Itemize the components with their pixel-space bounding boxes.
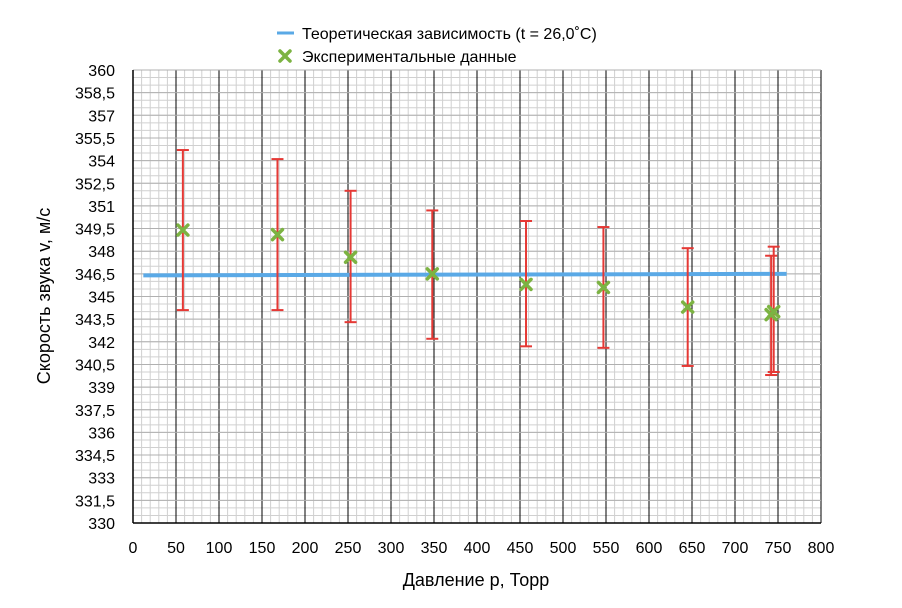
legend-x-marker — [278, 49, 292, 63]
x-tick-label: 100 — [206, 540, 233, 557]
data-point-marker — [343, 250, 358, 264]
y-axis-label: Скорость звука v, м/с — [34, 208, 54, 384]
x-tick-label: 450 — [507, 540, 534, 557]
x-tick-label: 650 — [679, 540, 706, 557]
theory-line — [143, 271, 787, 278]
x-tick-label: 400 — [464, 540, 491, 557]
y-tick-label: 345 — [88, 290, 115, 307]
x-tick-label: 750 — [765, 540, 792, 557]
y-tick-label: 337,5 — [75, 403, 115, 420]
x-tick-label: 800 — [808, 540, 835, 557]
x-tick-label: 250 — [335, 540, 362, 557]
y-tick-label: 340,5 — [75, 357, 115, 374]
marker-stroke — [766, 304, 781, 319]
y-tick-label: 339 — [88, 380, 115, 397]
y-tick-label: 331,5 — [75, 493, 115, 510]
marker-stroke — [278, 49, 292, 63]
legend-marker-glyph — [278, 49, 292, 63]
x-tick-label: 300 — [378, 540, 405, 557]
y-tick-label: 330 — [88, 516, 115, 533]
x-tick-label: 200 — [292, 540, 319, 557]
y-tick-label: 352,5 — [75, 176, 115, 193]
data-point-marker — [176, 223, 190, 237]
x-tick-label: 350 — [421, 540, 448, 557]
x-axis-label: Давление p, Торр — [403, 570, 550, 590]
x-tick-label: 600 — [636, 540, 663, 557]
x-tick-label: 700 — [722, 540, 749, 557]
experimental-markers — [176, 223, 781, 322]
y-tick-label: 351 — [88, 199, 115, 216]
y-tick-label: 342 — [88, 335, 115, 352]
data-point-marker — [425, 267, 440, 281]
data-point-marker — [270, 227, 285, 242]
data-point-marker — [519, 277, 533, 292]
axes — [132, 70, 821, 524]
y-tick-label: 355,5 — [75, 131, 115, 148]
y-tick-label: 334,5 — [75, 448, 115, 465]
y-tick-label: 346,5 — [75, 267, 115, 284]
marker-stroke — [425, 267, 440, 281]
marker-stroke — [680, 300, 695, 314]
y-tick-label: 343,5 — [75, 312, 115, 329]
data-point-marker — [680, 300, 695, 314]
marker-stroke — [596, 280, 611, 295]
y-tick-label: 354 — [88, 154, 115, 171]
x-tick-label: 150 — [249, 540, 276, 557]
data-point-marker — [596, 280, 611, 295]
x-tick-labels: 0 50 100 150 200 250 300 350 400 450 500 550 600 650 7… — [129, 540, 835, 557]
legend-theory-label: Теоретическая зависимость (t = 26,0˚C) — [302, 26, 597, 43]
marker-stroke — [519, 277, 533, 292]
marker-stroke — [176, 223, 190, 237]
major-gridlines — [132, 69, 822, 524]
y-tick-label: 336 — [88, 425, 115, 442]
legend: Теоретическая зависимость (t = 26,0˚C) Э… — [277, 26, 597, 66]
x-tick-label: 50 — [167, 540, 185, 557]
y-tick-label: 348 — [88, 244, 115, 261]
x-tick-label: 550 — [593, 540, 620, 557]
error-bars — [176, 149, 780, 377]
x-tick-label: 500 — [550, 540, 577, 557]
y-tick-label: 333 — [88, 471, 115, 488]
y-tick-label: 357 — [88, 108, 115, 125]
y-tick-label: 360 — [88, 63, 115, 80]
y-tick-label: 358,5 — [75, 86, 115, 103]
y-tick-labels: 330 331,5 333 334,5 336 337,5 339 340,5 342 343,5… — [75, 63, 115, 533]
marker-stroke — [343, 250, 358, 264]
data-point-marker — [766, 304, 781, 319]
y-tick-label: 349,5 — [75, 222, 115, 239]
theory-series — [143, 271, 787, 278]
x-tick-label: 0 — [129, 540, 138, 557]
marker-stroke — [270, 227, 285, 242]
legend-experiment-label: Экспериментальные данные — [302, 49, 517, 66]
